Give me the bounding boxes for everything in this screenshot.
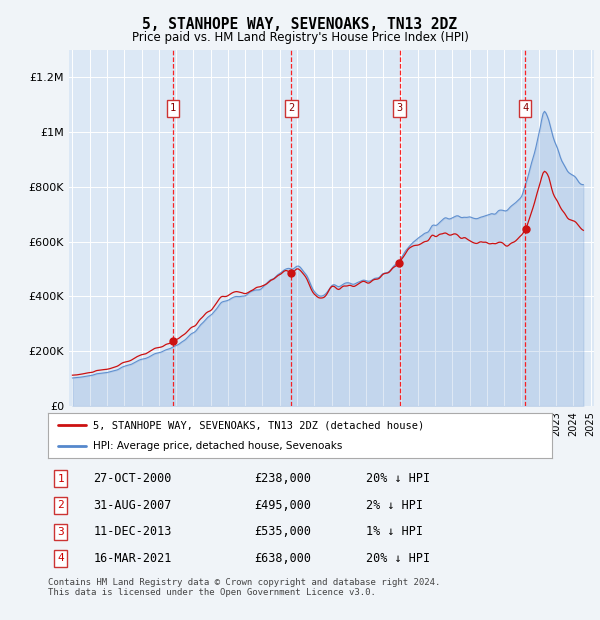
Text: 11-DEC-2013: 11-DEC-2013 <box>94 525 172 538</box>
Text: 1: 1 <box>57 474 64 484</box>
Text: Contains HM Land Registry data © Crown copyright and database right 2024.
This d: Contains HM Land Registry data © Crown c… <box>48 578 440 597</box>
Text: 5, STANHOPE WAY, SEVENOAKS, TN13 2DZ: 5, STANHOPE WAY, SEVENOAKS, TN13 2DZ <box>143 17 458 32</box>
Text: 3: 3 <box>397 104 403 113</box>
Text: 20% ↓ HPI: 20% ↓ HPI <box>365 472 430 485</box>
Text: 4: 4 <box>57 554 64 564</box>
Text: £535,000: £535,000 <box>254 525 311 538</box>
Text: 3: 3 <box>57 527 64 537</box>
Text: 31-AUG-2007: 31-AUG-2007 <box>94 498 172 511</box>
Text: Price paid vs. HM Land Registry's House Price Index (HPI): Price paid vs. HM Land Registry's House … <box>131 31 469 44</box>
Text: 16-MAR-2021: 16-MAR-2021 <box>94 552 172 565</box>
Text: 1: 1 <box>170 104 176 113</box>
Text: £495,000: £495,000 <box>254 498 311 511</box>
Text: 2: 2 <box>57 500 64 510</box>
Text: 5, STANHOPE WAY, SEVENOAKS, TN13 2DZ (detached house): 5, STANHOPE WAY, SEVENOAKS, TN13 2DZ (de… <box>94 420 425 430</box>
Text: 1% ↓ HPI: 1% ↓ HPI <box>365 525 422 538</box>
Text: £238,000: £238,000 <box>254 472 311 485</box>
Text: 20% ↓ HPI: 20% ↓ HPI <box>365 552 430 565</box>
Text: 27-OCT-2000: 27-OCT-2000 <box>94 472 172 485</box>
Text: £638,000: £638,000 <box>254 552 311 565</box>
Text: HPI: Average price, detached house, Sevenoaks: HPI: Average price, detached house, Seve… <box>94 441 343 451</box>
Text: 2% ↓ HPI: 2% ↓ HPI <box>365 498 422 511</box>
Text: 4: 4 <box>522 104 528 113</box>
Text: 2: 2 <box>288 104 295 113</box>
